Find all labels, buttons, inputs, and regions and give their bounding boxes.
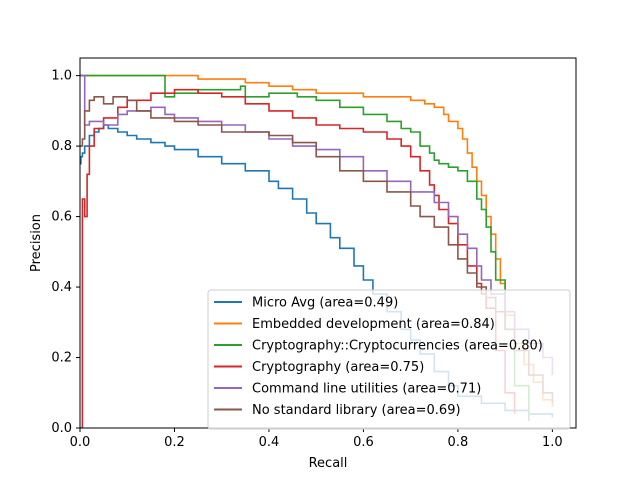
x-tick-label: 0.2 <box>164 435 185 450</box>
x-tick-label: 0.0 <box>70 435 91 450</box>
y-tick-label: 0.8 <box>51 139 72 154</box>
x-tick-label: 0.4 <box>259 435 280 450</box>
y-axis: 0.0 0.2 0.4 0.6 0.8 1.0 <box>51 69 80 436</box>
legend-label: Embedded development (area=0.84) <box>252 317 495 332</box>
legend-label: Cryptography (area=0.75) <box>252 360 424 375</box>
legend-label: Micro Avg (area=0.49) <box>252 296 398 311</box>
legend-label: Cryptography::Cryptocurrencies (area=0.8… <box>252 339 543 354</box>
x-axis: 0.0 0.2 0.4 0.6 0.8 1.0 <box>70 428 563 450</box>
y-tick-label: 0.2 <box>51 351 72 366</box>
legend-label: Command line utilities (area=0.71) <box>252 382 481 397</box>
y-tick-label: 0.4 <box>51 280 72 295</box>
y-tick-label: 1.0 <box>51 69 72 84</box>
y-tick-label: 0.0 <box>51 421 72 436</box>
y-axis-label: Precision <box>29 214 44 272</box>
x-axis-label: Recall <box>309 456 348 471</box>
legend-box <box>207 289 571 430</box>
x-tick-label: 1.0 <box>542 435 563 450</box>
legend-label: No standard library (area=0.69) <box>252 403 461 418</box>
x-tick-label: 0.6 <box>353 435 374 450</box>
y-tick-label: 0.6 <box>51 210 72 225</box>
x-tick-label: 0.8 <box>448 435 469 450</box>
legend: Micro Avg (area=0.49) Embedded developmen… <box>207 289 571 430</box>
